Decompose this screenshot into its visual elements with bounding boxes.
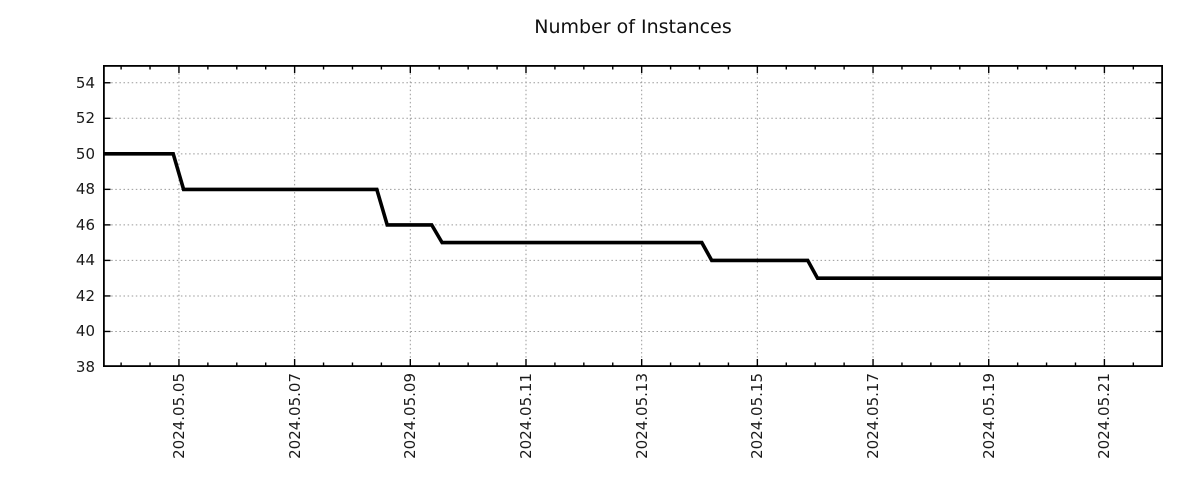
series-line: [103, 152, 1163, 280]
y-tick-label: 42: [75, 286, 95, 305]
x-tick-label: 2024.05.05: [169, 373, 188, 459]
plot-canvas: [103, 65, 1163, 367]
y-tick-label: 54: [75, 73, 95, 92]
plot-border: [103, 65, 1163, 367]
y-tick-label: 44: [75, 251, 95, 270]
x-tick-label: 2024.05.15: [748, 373, 767, 459]
y-tick-label: 46: [75, 215, 95, 234]
x-tick-label: 2024.05.07: [285, 373, 304, 459]
chart-title: Number of Instances: [534, 16, 732, 38]
x-tick-label: 2024.05.11: [516, 373, 535, 459]
y-tick-label: 40: [75, 322, 95, 341]
y-tick-label: 38: [75, 358, 95, 376]
x-tick-label: 2024.05.17: [864, 373, 883, 459]
x-tick-label: 2024.05.13: [632, 373, 651, 459]
x-tick-label: 2024.05.09: [401, 373, 420, 459]
x-tick-label: 2024.05.21: [1095, 373, 1114, 459]
y-tick-label: 52: [75, 109, 95, 128]
y-tick-label: 48: [75, 180, 95, 199]
y-tick-label: 50: [75, 144, 95, 163]
x-tick-label: 2024.05.19: [979, 373, 998, 459]
